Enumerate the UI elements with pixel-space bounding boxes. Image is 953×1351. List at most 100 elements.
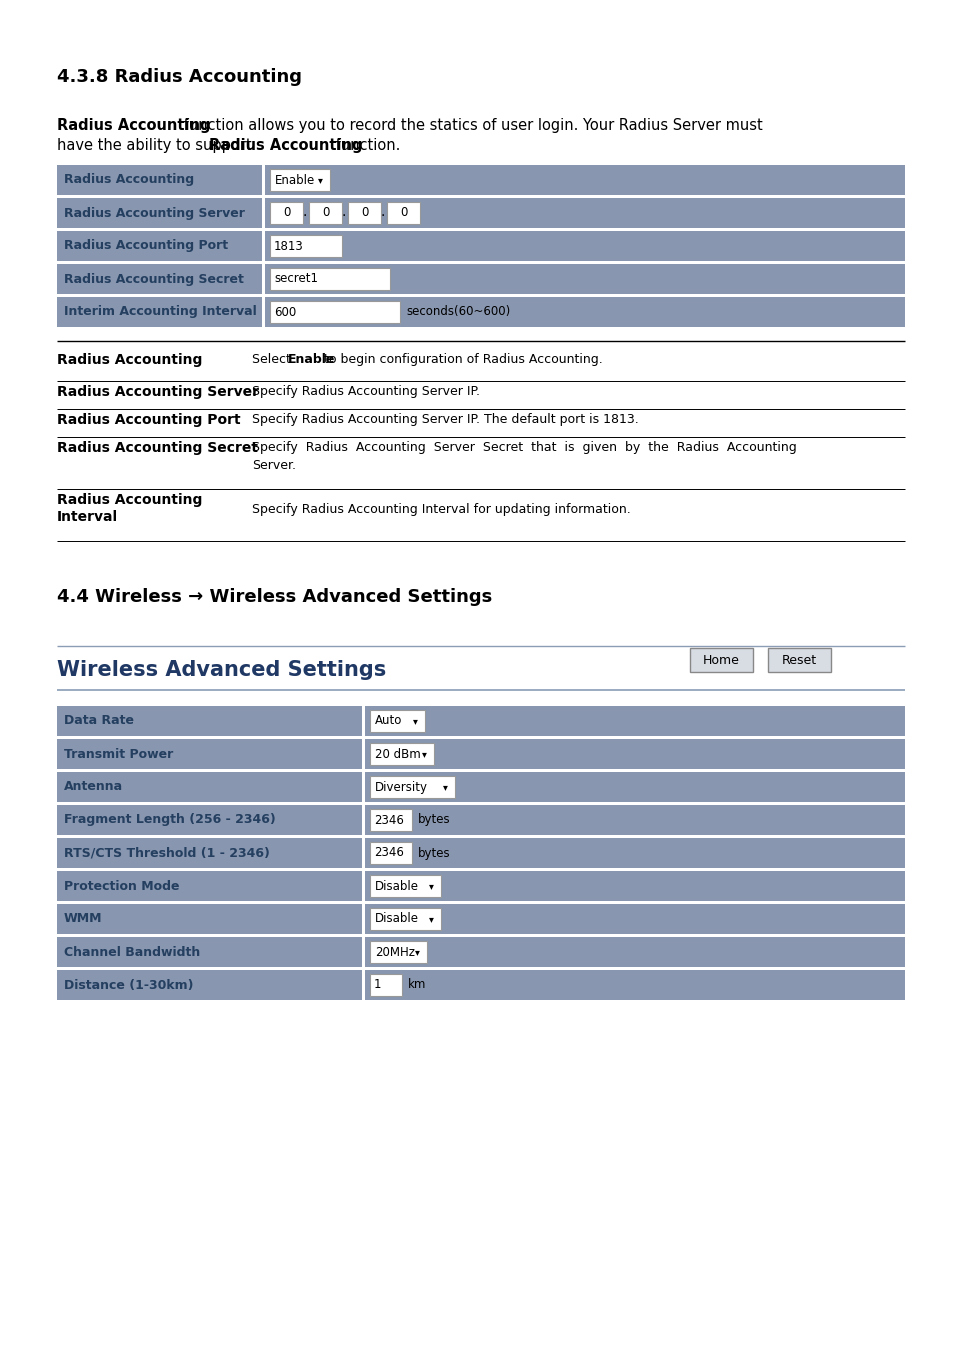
Bar [370, 711, 424, 732]
Bar [57, 802, 904, 805]
Bar [361, 707, 365, 736]
Text: seconds(60~600): seconds(60~600) [406, 305, 510, 319]
Text: Enable: Enable [288, 353, 335, 366]
Text: Reset: Reset [781, 654, 816, 666]
Text: Radius Accounting: Radius Accounting [209, 138, 362, 153]
Bar [57, 261, 904, 263]
Bar [57, 295, 904, 297]
Text: Radius Accounting: Radius Accounting [57, 493, 202, 507]
Text: ▾: ▾ [415, 947, 419, 957]
Text: function.: function. [331, 138, 400, 153]
Text: secret1: secret1 [274, 273, 317, 285]
Bar [767, 648, 830, 671]
Text: RTS/CTS Threshold (1 - 2346): RTS/CTS Threshold (1 - 2346) [64, 847, 270, 859]
Text: Channel Bandwidth: Channel Bandwidth [64, 946, 200, 958]
Bar [57, 967, 904, 970]
Text: Server.: Server. [252, 459, 295, 471]
Text: Radius Accounting Server: Radius Accounting Server [57, 385, 258, 399]
Text: Disable: Disable [375, 912, 418, 925]
Text: ▾: ▾ [428, 881, 433, 892]
Bar [262, 297, 265, 327]
Bar [361, 771, 365, 802]
Text: Radius Accounting: Radius Accounting [57, 353, 202, 367]
Text: .: . [341, 205, 346, 219]
Text: Protection Mode: Protection Mode [64, 880, 179, 893]
Text: 1813: 1813 [274, 239, 303, 253]
Bar [370, 842, 412, 865]
Text: 0: 0 [282, 207, 290, 219]
Text: ▾: ▾ [428, 915, 433, 924]
Bar [57, 970, 904, 1000]
Text: Radius Accounting: Radius Accounting [64, 173, 193, 186]
Bar [57, 835, 904, 838]
Text: ▾: ▾ [442, 782, 447, 792]
Text: Specify Radius Accounting Interval for updating information.: Specify Radius Accounting Interval for u… [252, 503, 630, 516]
Bar [270, 267, 390, 290]
Bar [370, 908, 440, 929]
Bar [370, 775, 455, 798]
Bar [57, 195, 904, 199]
Bar [57, 938, 904, 967]
Text: 600: 600 [274, 305, 296, 319]
Bar [270, 301, 399, 323]
Bar [309, 203, 341, 224]
Bar [262, 165, 265, 195]
Text: Radius Accounting Secret: Radius Accounting Secret [64, 273, 244, 285]
Bar [262, 199, 265, 228]
Text: 2346: 2346 [374, 813, 403, 827]
Bar [689, 648, 752, 671]
Text: .: . [380, 205, 385, 219]
Text: Transmit Power: Transmit Power [64, 747, 173, 761]
Bar [348, 203, 380, 224]
Bar [361, 904, 365, 934]
Text: Interval: Interval [57, 509, 118, 524]
Text: Specify Radius Accounting Server IP.: Specify Radius Accounting Server IP. [252, 385, 479, 399]
Text: Specify Radius Accounting Server IP. The default port is 1813.: Specify Radius Accounting Server IP. The… [252, 413, 639, 426]
Text: 2346: 2346 [374, 847, 403, 859]
Bar [262, 263, 265, 295]
Text: 20 dBm: 20 dBm [375, 747, 420, 761]
Text: 4.4 Wireless → Wireless Advanced Settings: 4.4 Wireless → Wireless Advanced Setting… [57, 588, 492, 607]
Text: Radius Accounting Server: Radius Accounting Server [64, 207, 245, 219]
Bar [57, 707, 904, 736]
Bar [57, 901, 904, 904]
Bar [370, 974, 401, 996]
Text: Radius Accounting Port: Radius Accounting Port [57, 413, 240, 427]
Bar [57, 736, 904, 739]
Text: Disable: Disable [375, 880, 418, 893]
Bar [361, 739, 365, 769]
Text: 4.3.8 Radius Accounting: 4.3.8 Radius Accounting [57, 68, 302, 86]
Text: Interim Accounting Interval: Interim Accounting Interval [64, 305, 256, 319]
Text: Auto: Auto [375, 715, 402, 727]
Bar [57, 805, 904, 835]
Text: Radius Accounting Secret: Radius Accounting Secret [57, 440, 257, 455]
Text: 0: 0 [399, 207, 407, 219]
Bar [361, 838, 365, 867]
Bar [57, 263, 904, 295]
Bar [57, 867, 904, 871]
Text: Data Rate: Data Rate [64, 715, 133, 727]
Bar [57, 934, 904, 938]
Bar [361, 805, 365, 835]
Text: ▾: ▾ [317, 176, 322, 185]
Bar [57, 231, 904, 261]
Bar [57, 871, 904, 901]
Text: function allows you to record the statics of user login. Your Radius Server must: function allows you to record the static… [179, 118, 762, 132]
Text: Distance (1-30km): Distance (1-30km) [64, 978, 193, 992]
Bar [270, 203, 303, 224]
Text: Enable: Enable [274, 173, 314, 186]
Text: to begin configuration of Radius Accounting.: to begin configuration of Radius Account… [319, 353, 602, 366]
Bar [270, 235, 341, 257]
Text: ▾: ▾ [412, 716, 417, 725]
Text: Select: Select [252, 353, 294, 366]
Text: bytes: bytes [417, 813, 450, 827]
Text: 0: 0 [321, 207, 329, 219]
Text: Radius Accounting Port: Radius Accounting Port [64, 239, 228, 253]
Text: Wireless Advanced Settings: Wireless Advanced Settings [57, 661, 386, 680]
Text: bytes: bytes [417, 847, 450, 859]
Text: km: km [408, 978, 426, 992]
Bar [361, 871, 365, 901]
Bar [387, 203, 419, 224]
Bar [57, 904, 904, 934]
Bar [57, 297, 904, 327]
